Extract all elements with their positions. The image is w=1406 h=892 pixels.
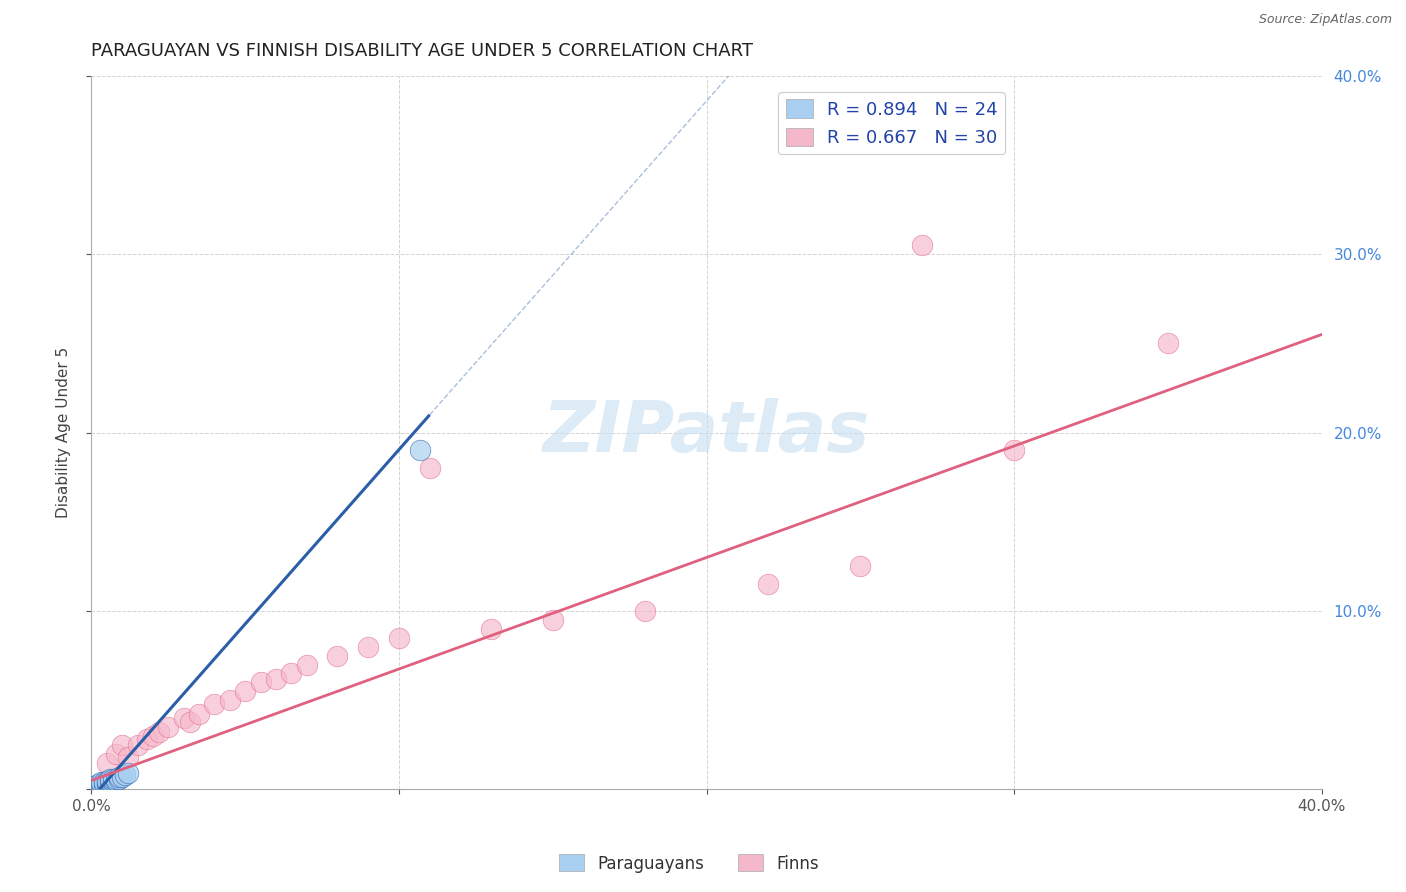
- Point: [86, 779, 108, 793]
- Legend: Paraguayans, Finns: Paraguayans, Finns: [553, 847, 825, 880]
- Point: [101, 772, 124, 786]
- Point: [90, 775, 112, 789]
- Point: [114, 768, 136, 782]
- Point: [326, 648, 349, 663]
- Point: [188, 707, 211, 722]
- Point: [249, 675, 271, 690]
- Point: [911, 238, 934, 252]
- Point: [135, 732, 157, 747]
- Point: [142, 729, 165, 743]
- Point: [179, 714, 201, 729]
- Point: [105, 747, 127, 761]
- Point: [388, 631, 411, 645]
- Point: [1002, 443, 1025, 458]
- Point: [419, 461, 441, 475]
- Point: [117, 766, 139, 780]
- Point: [93, 777, 115, 791]
- Point: [127, 738, 149, 752]
- Y-axis label: Disability Age Under 5: Disability Age Under 5: [56, 347, 70, 518]
- Point: [86, 777, 108, 791]
- Text: Source: ZipAtlas.com: Source: ZipAtlas.com: [1258, 13, 1392, 27]
- Point: [202, 697, 225, 711]
- Point: [173, 711, 195, 725]
- Point: [96, 777, 118, 791]
- Point: [83, 779, 105, 793]
- Point: [634, 604, 657, 618]
- Point: [111, 770, 134, 784]
- Point: [93, 775, 115, 789]
- Text: ZIPatlas: ZIPatlas: [543, 398, 870, 467]
- Point: [479, 622, 502, 636]
- Point: [218, 693, 240, 707]
- Point: [280, 666, 302, 681]
- Text: PARAGUAYAN VS FINNISH DISABILITY AGE UNDER 5 CORRELATION CHART: PARAGUAYAN VS FINNISH DISABILITY AGE UND…: [91, 43, 754, 61]
- Point: [105, 773, 127, 788]
- Point: [108, 772, 131, 786]
- Point: [157, 720, 180, 734]
- Point: [1157, 336, 1180, 351]
- Point: [96, 775, 118, 789]
- Point: [264, 672, 287, 686]
- Point: [295, 657, 318, 672]
- Point: [98, 775, 121, 789]
- Point: [117, 750, 139, 764]
- Point: [148, 725, 170, 739]
- Point: [108, 770, 131, 784]
- Point: [756, 577, 779, 591]
- Point: [409, 443, 432, 458]
- Point: [101, 773, 124, 788]
- Point: [357, 640, 380, 654]
- Point: [541, 613, 564, 627]
- Point: [849, 559, 872, 574]
- Point: [98, 772, 121, 786]
- Legend: R = 0.894   N = 24, R = 0.667   N = 30: R = 0.894 N = 24, R = 0.667 N = 30: [779, 92, 1005, 154]
- Point: [90, 779, 112, 793]
- Point: [233, 684, 256, 698]
- Point: [98, 773, 121, 788]
- Point: [96, 756, 118, 770]
- Point: [111, 738, 134, 752]
- Point: [90, 777, 112, 791]
- Point: [105, 772, 127, 786]
- Point: [96, 773, 118, 788]
